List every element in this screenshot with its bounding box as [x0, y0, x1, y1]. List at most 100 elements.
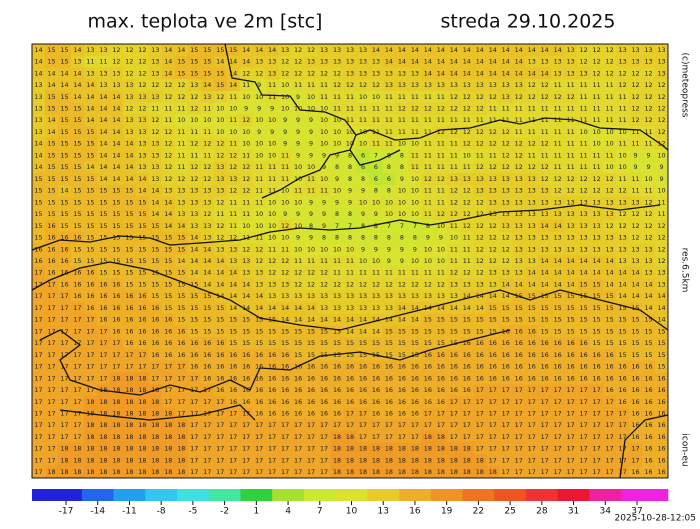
grid-value: 15	[411, 327, 419, 335]
grid-cell	[265, 114, 279, 127]
grid-value: 15	[73, 163, 81, 171]
grid-value: 12	[411, 280, 419, 288]
grid-value: 13	[489, 175, 497, 183]
grid-value: 13	[567, 69, 575, 77]
grid-value: 16	[268, 398, 276, 406]
grid-value: 16	[631, 409, 639, 417]
grid-cell	[343, 79, 357, 92]
colorbar-label: 1	[253, 507, 259, 517]
grid-cell	[577, 55, 591, 68]
grid-cell	[57, 55, 72, 68]
grid-value: 17	[255, 468, 263, 476]
grid-value: 15	[125, 257, 133, 265]
grid-value: 16	[567, 363, 575, 371]
grid-value: 14	[437, 58, 445, 66]
grid-value: 15	[47, 58, 55, 66]
grid-value: 14	[502, 46, 510, 54]
grid-value: 17	[99, 327, 107, 335]
grid-value: 17	[359, 433, 367, 441]
grid-value: 18	[73, 445, 81, 453]
grid-value: 13	[619, 257, 627, 265]
grid-value: 9	[634, 163, 638, 171]
grid-value: 13	[528, 198, 536, 206]
grid-value: 18	[359, 468, 367, 476]
grid-value: 16	[463, 351, 471, 359]
grid-value: 12	[580, 187, 588, 195]
grid-value: 16	[99, 280, 107, 288]
grid-value: 13	[34, 81, 42, 89]
grid-cell	[616, 114, 630, 127]
grid-value: 13	[541, 198, 549, 206]
grid-value: 15	[580, 327, 588, 335]
grid-value: 16	[463, 374, 471, 382]
grid-value: 12	[528, 140, 536, 148]
grid-cell	[70, 102, 85, 115]
grid-value: 16	[307, 386, 315, 394]
grid-cell	[564, 90, 578, 103]
grid-cell	[330, 90, 344, 103]
grid-value: 10	[242, 222, 250, 230]
grid-value: 18	[333, 468, 341, 476]
grid-value: 12	[216, 234, 224, 242]
grid-value: 17	[281, 445, 289, 453]
grid-value: 11	[398, 128, 406, 136]
grid-value: 13	[450, 292, 458, 300]
grid-value: 12	[294, 58, 302, 66]
grid-value: 11	[424, 116, 432, 124]
grid-value: 17	[151, 363, 159, 371]
colorbar-segment	[240, 489, 273, 501]
grid-value: 17	[138, 363, 146, 371]
grid-value: 15	[177, 269, 185, 277]
grid-cell	[486, 102, 500, 115]
grid-value: 17	[34, 386, 42, 394]
grid-value: 10	[255, 222, 263, 230]
grid-value: 17	[463, 398, 471, 406]
grid-cell	[616, 102, 630, 115]
grid-cell	[83, 90, 98, 103]
grid-value: 15	[242, 327, 250, 335]
grid-cell	[642, 102, 656, 115]
grid-value: 18	[372, 445, 380, 453]
grid-value: 12	[424, 175, 432, 183]
grid-value: 17	[554, 456, 562, 464]
grid-value: 14	[99, 151, 107, 159]
grid-value: 10	[268, 140, 276, 148]
grid-value: 15	[476, 327, 484, 335]
grid-value: 16	[657, 445, 665, 453]
grid-cell	[187, 79, 202, 92]
grid-value: 15	[177, 69, 185, 77]
grid-cell	[330, 67, 344, 80]
grid-value: 14	[190, 234, 198, 242]
grid-cell	[96, 90, 111, 103]
grid-value: 17	[86, 327, 94, 335]
grid-cell	[343, 90, 357, 103]
grid-value: 14	[86, 93, 94, 101]
grid-value: 16	[580, 339, 588, 347]
grid-value: 18	[112, 374, 120, 382]
grid-cell	[408, 55, 422, 68]
grid-value: 14	[216, 269, 224, 277]
grid-value: 14	[99, 175, 107, 183]
grid-value: 9	[257, 128, 261, 136]
grid-value: 13	[644, 46, 652, 54]
grid-value: 16	[320, 386, 328, 394]
grid-value: 11	[644, 128, 652, 136]
grid-value: 12	[619, 81, 627, 89]
grid-value: 10	[424, 245, 432, 253]
grid-cell	[395, 90, 409, 103]
grid-value: 15	[177, 316, 185, 324]
grid-value: 7	[335, 222, 339, 230]
grid-value: 15	[631, 339, 639, 347]
grid-value: 16	[385, 363, 393, 371]
grid-value: 15	[476, 316, 484, 324]
grid-value: 11	[164, 116, 172, 124]
colorbar-segment	[81, 489, 114, 501]
grid-cell	[525, 90, 539, 103]
grid-value: 11	[359, 269, 367, 277]
grid-value: 16	[359, 386, 367, 394]
grid-value: 13	[631, 58, 639, 66]
grid-value: 10	[359, 140, 367, 148]
grid-value: 11	[151, 105, 159, 113]
grid-value: 15	[606, 339, 614, 347]
grid-value: 13	[138, 140, 146, 148]
